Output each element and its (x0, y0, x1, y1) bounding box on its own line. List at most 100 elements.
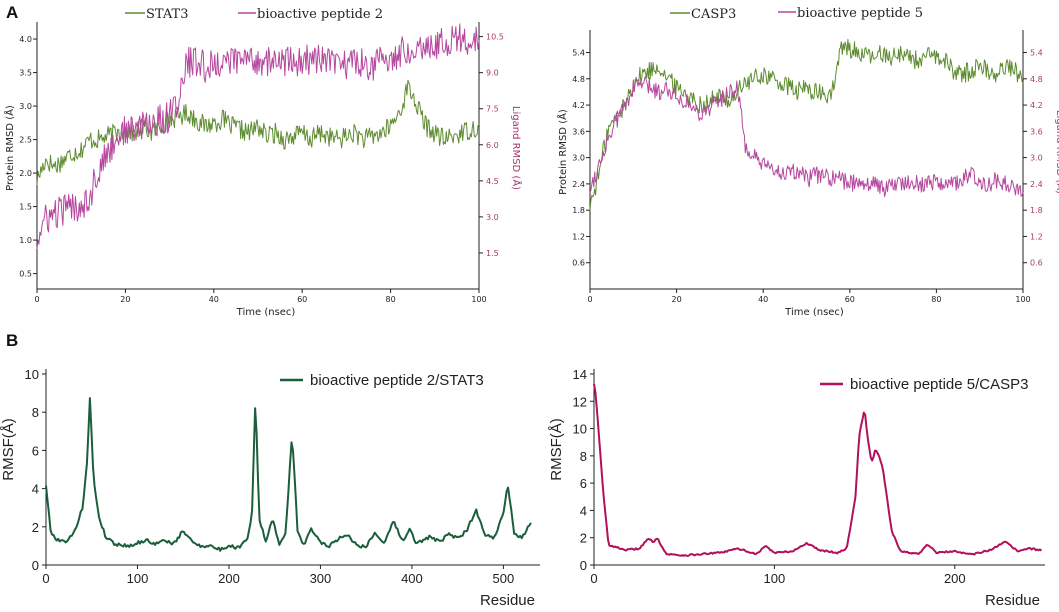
y-right-tick-label: 7.5 (486, 105, 499, 114)
y-tick-label: 4 (580, 503, 587, 518)
y-tick-label: 1.5 (19, 203, 32, 212)
y-right-tick-label: 9.0 (486, 69, 499, 78)
chart-stat3-rmsd: 0 20 40 60 80 100 0.5 1.0 1.5 2.0 2.5 3.0 3.5 4.0 1.5 3… (3, 22, 523, 318)
x-tick-label: 60 (297, 295, 307, 304)
y-right-tick-label: 3.0 (486, 213, 499, 222)
y-tick-label: 1.8 (572, 206, 585, 215)
y-tick-label: 2.4 (572, 180, 585, 189)
y-tick-label: 0.6 (572, 259, 585, 268)
y-tick-label: 8 (580, 449, 587, 464)
series-line-bioactive-peptide-5-casp3 (593, 383, 1043, 557)
y-axis-label-right: Ligand RMSD (Å) (1054, 110, 1059, 194)
y-tick-label: 6 (32, 443, 39, 458)
x-axis-label: Residue (480, 592, 535, 609)
y-tick-label: 2 (32, 520, 39, 535)
y-tick-label: 5.4 (572, 49, 585, 58)
y-tick-label: 2.5 (19, 136, 32, 145)
y-tick-label: 3.0 (19, 102, 32, 111)
y-right-tick-label: 1.2 (1030, 232, 1043, 241)
x-axis-label: Time (nsec) (784, 307, 844, 318)
y-tick-label: 4.0 (19, 35, 32, 44)
y-right-tick-label: 4.2 (1030, 101, 1043, 110)
y-tick-label: 8 (32, 405, 39, 420)
x-axis-label: Residue (985, 592, 1040, 609)
legend-stat3-rmsf: bioactive peptide 2/STAT3 (280, 372, 484, 389)
legend-label-stat3: STAT3 (146, 7, 189, 22)
x-tick-label: 200 (218, 571, 240, 586)
legend-label-stat3-rmsf: bioactive peptide 2/STAT3 (310, 372, 484, 389)
y-right-tick-label: 1.5 (486, 249, 499, 258)
y-right-tick-label: 0.6 (1030, 259, 1043, 268)
y-axis-label: Protein RMSD (Å) (3, 105, 16, 191)
y-axis-label: Protein RMSD (Å) (556, 109, 569, 195)
y-tick-label: 3.0 (572, 154, 585, 163)
y-tick-label: 0 (580, 558, 587, 573)
y-tick-label: 0 (32, 558, 39, 573)
legend-label-casp3-rmsf: bioactive peptide 5/CASP3 (850, 376, 1028, 393)
x-tick-label: 20 (120, 295, 130, 304)
y-tick-label: 3.5 (19, 69, 32, 78)
y-right-tick-label: 6.0 (486, 141, 499, 150)
x-tick-label: 80 (386, 295, 396, 304)
y-axis-label-right: Ligand RMSD (Å) (510, 106, 523, 190)
y-axis-label: RMSF(Å) (0, 418, 17, 481)
series-line-bioactive-peptide-2 (36, 23, 480, 250)
chart-casp3-rmsf: 0 100 200 0 2 4 6 8 10 12 14 Residue RMSF(Å) (548, 367, 1045, 609)
y-tick-label: 1.0 (19, 236, 32, 245)
y-tick-label: 6 (580, 476, 587, 491)
series-line-bioactive-peptide-5 (589, 76, 1024, 198)
panel-label-a: A (6, 3, 18, 22)
y-tick-label: 10 (573, 422, 587, 437)
y-tick-label: 3.6 (572, 127, 585, 136)
y-right-tick-label: 2.4 (1030, 180, 1043, 189)
x-tick-label: 0 (42, 571, 49, 586)
x-tick-label: 400 (401, 571, 423, 586)
y-tick-label: 2.0 (19, 169, 32, 178)
x-tick-label: 200 (944, 571, 966, 586)
chart-stat3-rmsf: 0 100 200 300 400 500 0 2 4 6 8 10 Residue RMSF(Å) (0, 367, 540, 609)
x-tick-label: 100 (127, 571, 149, 586)
x-tick-label: 0 (587, 295, 592, 304)
y-right-tick-label: 4.5 (486, 177, 499, 186)
x-tick-label: 20 (672, 295, 682, 304)
x-tick-label: 300 (310, 571, 332, 586)
y-right-tick-label: 1.8 (1030, 206, 1043, 215)
y-right-tick-label: 5.4 (1030, 49, 1043, 58)
legend-label-peptide-5: bioactive peptide 5 (797, 6, 923, 21)
y-axis-label: RMSF(Å) (548, 418, 565, 481)
series-line-bioactive-peptide-2-stat3 (45, 397, 532, 552)
series-line-stat3 (36, 79, 480, 186)
y-tick-label: 4.2 (572, 101, 585, 110)
y-right-tick-label: 4.8 (1030, 75, 1043, 84)
y-tick-label: 4.8 (572, 75, 585, 84)
x-tick-label: 0 (590, 571, 597, 586)
panel-label-b: B (6, 331, 18, 350)
y-right-tick-label: 3.6 (1030, 127, 1043, 136)
y-tick-label: 12 (573, 394, 587, 409)
y-right-tick-label: 3.0 (1030, 154, 1043, 163)
x-tick-label: 80 (931, 295, 941, 304)
x-tick-label: 100 (471, 295, 486, 304)
y-tick-label: 14 (573, 367, 587, 382)
y-tick-label: 4 (32, 482, 39, 497)
y-tick-label: 10 (25, 367, 39, 382)
legend-casp3-rmsd: CASP3 bioactive peptide 5 (670, 6, 923, 22)
y-right-tick-label: 10.5 (486, 33, 504, 42)
legend-stat3-rmsd: STAT3 bioactive peptide 2 (125, 7, 383, 22)
x-tick-label: 0 (34, 295, 39, 304)
y-tick-label: 2 (580, 531, 587, 546)
x-tick-label: 40 (758, 295, 768, 304)
y-tick-label: 0.5 (19, 270, 32, 279)
x-tick-label: 500 (493, 571, 515, 586)
legend-label-casp3: CASP3 (691, 7, 736, 22)
x-tick-label: 60 (845, 295, 855, 304)
legend-label-peptide-2: bioactive peptide 2 (257, 7, 383, 22)
y-tick-label: 1.2 (572, 232, 585, 241)
x-tick-label: 40 (209, 295, 219, 304)
chart-casp3-rmsd: 0 20 40 60 80 100 0.6 1.2 1.8 2.4 3.0 3.6 4.2 4.8 5.4 0… (556, 30, 1059, 318)
series-line-casp3 (589, 38, 1024, 211)
legend-casp3-rmsf: bioactive peptide 5/CASP3 (820, 376, 1028, 393)
x-tick-label: 100 (1015, 295, 1030, 304)
x-tick-label: 100 (764, 571, 786, 586)
